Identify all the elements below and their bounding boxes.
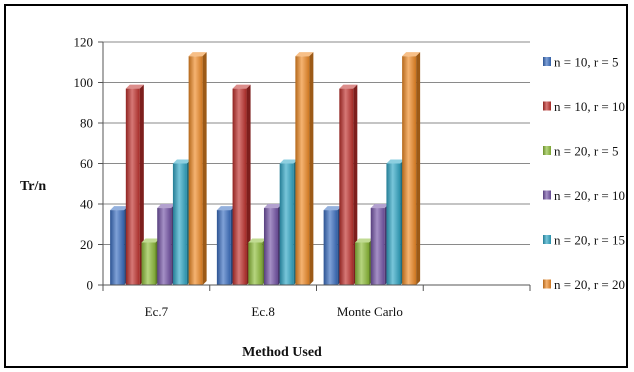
legend-swatch	[543, 190, 551, 200]
y-tick-label: 0	[87, 278, 94, 293]
legend-item: n = 20, r = 20	[543, 277, 625, 292]
legend-swatch	[543, 146, 551, 155]
y-axis-title: Tr/n	[20, 179, 46, 194]
bar	[125, 84, 144, 285]
legend-swatch	[543, 101, 551, 111]
y-tick-label: 120	[74, 35, 94, 50]
x-tick-label: Ec.8	[251, 304, 274, 319]
bar	[157, 204, 176, 285]
x-tick-labels: Ec.7 Ec.8 Monte Carlo	[145, 304, 403, 319]
bars	[110, 52, 421, 285]
x-tick-label: Ec.7	[145, 304, 169, 319]
y-tick-label: 100	[74, 75, 94, 90]
bar	[110, 206, 129, 285]
legend-item: n = 10, r = 5	[543, 55, 619, 70]
legend-label: n = 20, r = 10	[554, 188, 625, 203]
bar	[141, 238, 160, 285]
legend-label: n = 10, r = 10	[554, 99, 625, 114]
legend-item: n = 20, r = 5	[543, 144, 619, 159]
bar	[339, 84, 358, 285]
y-tick-label: 60	[80, 156, 93, 171]
legend-label: n = 10, r = 5	[554, 55, 619, 70]
legend-swatch	[543, 279, 551, 289]
bar	[172, 159, 191, 285]
bar	[295, 52, 314, 285]
y-tick-label: 80	[80, 116, 93, 131]
bar	[232, 84, 251, 285]
chart-frame	[4, 4, 628, 368]
bar	[216, 206, 235, 285]
legend-item: n = 20, r = 10	[543, 188, 625, 203]
bar	[386, 159, 405, 285]
legend-swatch	[543, 235, 551, 244]
bar	[355, 238, 374, 285]
bar	[248, 238, 267, 285]
legend-item: n = 20, r = 15	[543, 233, 625, 248]
y-tick-labels: 0 20 40 60 80 100 120	[74, 35, 94, 293]
x-tick-label: Monte Carlo	[337, 304, 403, 319]
bar	[188, 52, 207, 285]
legend-label: n = 20, r = 15	[554, 233, 625, 248]
bar	[279, 159, 298, 285]
bar	[263, 204, 282, 285]
legend-label: n = 20, r = 20	[554, 277, 625, 292]
legend: n = 10, r = 5 n = 10, r = 10 n = 20, r = 5…	[543, 55, 625, 292]
bar	[370, 204, 389, 285]
bar	[323, 206, 342, 285]
legend-swatch	[543, 57, 551, 66]
y-tick-label: 20	[80, 237, 93, 252]
legend-item: n = 10, r = 10	[543, 99, 625, 114]
y-tick-label: 40	[80, 197, 93, 212]
bar	[402, 52, 421, 285]
x-axis-title: Method Used	[242, 345, 322, 360]
axes	[98, 41, 531, 291]
legend-label: n = 20, r = 5	[554, 144, 619, 159]
